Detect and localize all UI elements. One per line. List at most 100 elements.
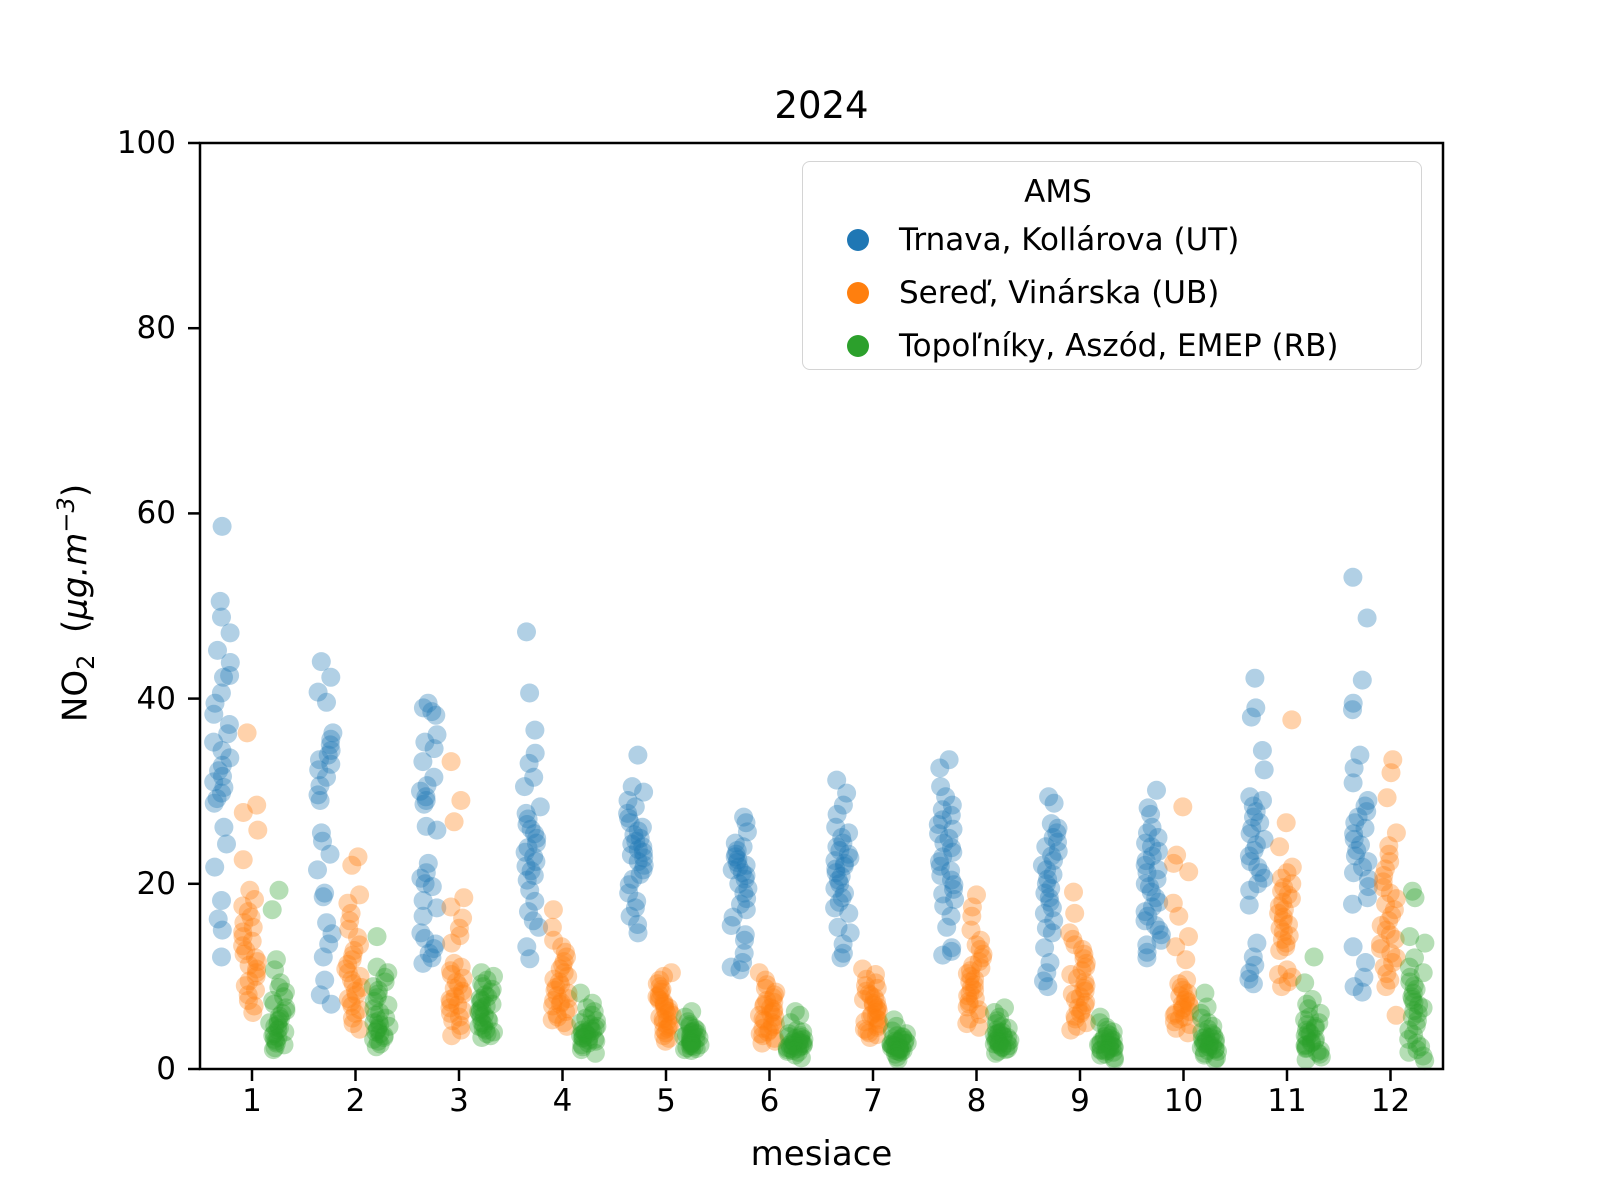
- data-point: [1179, 927, 1198, 947]
- data-point: [942, 838, 961, 858]
- data-point: [1243, 974, 1263, 994]
- data-point: [1297, 1015, 1317, 1035]
- data-point: [1383, 750, 1403, 770]
- data-point: [1198, 1013, 1218, 1033]
- data-point: [238, 902, 258, 922]
- data-point: [633, 860, 653, 880]
- data-point: [838, 844, 858, 864]
- data-point: [766, 982, 786, 1002]
- data-point: [1180, 1015, 1200, 1035]
- data-point: [1193, 1034, 1213, 1054]
- data-point: [628, 745, 648, 765]
- data-point: [1383, 953, 1403, 972]
- data-point: [321, 754, 341, 774]
- data-point: [986, 1028, 1006, 1048]
- data-point: [790, 1037, 809, 1057]
- data-point: [313, 831, 332, 851]
- data-point: [350, 935, 369, 955]
- data-point: [1406, 1016, 1426, 1035]
- data-point: [829, 892, 849, 912]
- data-point: [957, 964, 977, 984]
- data-point: [1076, 976, 1096, 996]
- data-point: [573, 1028, 593, 1047]
- data-point: [1166, 1018, 1186, 1038]
- data-point: [1273, 892, 1293, 912]
- data-point: [1376, 894, 1396, 914]
- data-point: [1192, 1022, 1212, 1042]
- data-point: [1170, 986, 1190, 1006]
- data-point: [452, 981, 472, 1001]
- data-point: [311, 652, 331, 672]
- data-point: [1074, 944, 1094, 964]
- data-point: [342, 855, 362, 875]
- data-point: [449, 1007, 469, 1027]
- data-point: [763, 1002, 783, 1022]
- data-point: [441, 897, 461, 917]
- data-point: [764, 1000, 784, 1020]
- data-point: [984, 1034, 1004, 1054]
- data-point: [549, 972, 569, 992]
- data-point: [1299, 999, 1319, 1019]
- data-point: [205, 693, 225, 713]
- data-point: [789, 1032, 809, 1052]
- data-point: [345, 981, 365, 1001]
- data-point: [867, 999, 887, 1019]
- data-point: [971, 930, 991, 950]
- data-point: [733, 953, 753, 972]
- data-point: [1241, 707, 1261, 727]
- data-point: [930, 758, 950, 778]
- data-point: [1377, 788, 1397, 808]
- data-point: [755, 978, 775, 998]
- data-point: [1103, 1030, 1123, 1050]
- data-point: [310, 791, 330, 810]
- data-point: [217, 834, 236, 854]
- data-point: [1269, 903, 1289, 923]
- data-point: [1375, 859, 1395, 879]
- data-point: [750, 1005, 769, 1025]
- data-point: [990, 1007, 1009, 1027]
- data-point: [1305, 1031, 1325, 1051]
- data-point: [835, 883, 854, 903]
- data-point: [861, 1006, 881, 1026]
- data-point: [1198, 1019, 1218, 1039]
- data-point: [630, 828, 650, 848]
- data-point: [341, 992, 361, 1012]
- data-point: [319, 934, 339, 954]
- data-point: [674, 1027, 694, 1047]
- data-point: [1355, 796, 1375, 816]
- data-point: [1063, 929, 1083, 949]
- data-point: [1352, 670, 1372, 690]
- data-point: [1149, 920, 1169, 940]
- data-point: [551, 992, 571, 1012]
- data-point: [995, 998, 1014, 1018]
- data-point: [233, 850, 253, 870]
- data-point: [367, 988, 387, 1008]
- data-point: [1380, 970, 1400, 990]
- data-point: [525, 824, 544, 844]
- data-point: [681, 1031, 701, 1051]
- data-point: [793, 1022, 813, 1042]
- data-point: [1094, 1029, 1114, 1049]
- data-point: [444, 978, 464, 998]
- data-point: [657, 1003, 677, 1023]
- data-point: [659, 1016, 679, 1036]
- data-point: [867, 1003, 887, 1022]
- data-point: [208, 909, 228, 929]
- data-point: [649, 985, 669, 1005]
- data-point: [519, 902, 538, 922]
- data-point: [558, 999, 578, 1019]
- data-point: [882, 1038, 901, 1058]
- data-point: [761, 998, 780, 1018]
- data-point: [1254, 868, 1274, 888]
- data-point: [266, 1033, 286, 1053]
- data-point: [276, 998, 296, 1018]
- data-point: [416, 791, 436, 810]
- data-point: [235, 976, 255, 996]
- data-point: [424, 767, 444, 787]
- data-point: [737, 822, 757, 842]
- data-point: [1042, 923, 1062, 943]
- data-point: [1358, 852, 1378, 872]
- data-point: [363, 977, 383, 997]
- data-point: [204, 732, 224, 752]
